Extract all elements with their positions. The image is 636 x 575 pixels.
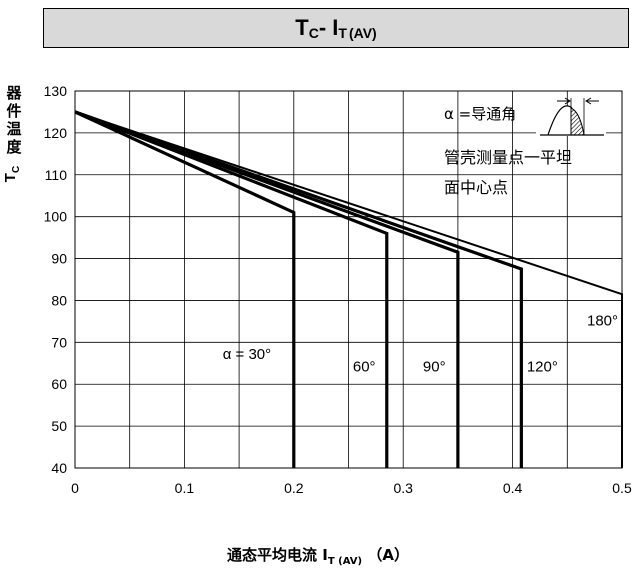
y-tick-label: 50 <box>51 418 67 434</box>
x-tick-label: 0.4 <box>503 480 523 496</box>
series-labels: α = 30° 60° 90° 120° 180° <box>223 313 618 376</box>
xlabel-unit: （A） <box>362 546 409 564</box>
x-tick-label: 0 <box>71 480 79 496</box>
title-sep: - I <box>318 15 339 40</box>
y-tick-label: 90 <box>51 251 67 267</box>
xlabel-text: 通态平均电流 I <box>227 546 328 564</box>
alpha-definition: α =导通角 <box>444 105 516 123</box>
title-main: T <box>295 15 309 40</box>
series-line-60deg <box>74 110 389 468</box>
y-tick-label: 40 <box>51 460 67 476</box>
y-tick-label: 60 <box>51 376 67 392</box>
series-label-60deg: 60° <box>353 359 376 376</box>
series-label-180deg: 180° <box>587 313 618 330</box>
y-axis-label: 器 件 温 度 TC <box>2 84 24 186</box>
y-tick-label: 70 <box>51 334 67 350</box>
title-sub-t: T <box>338 25 347 41</box>
series-line-90deg <box>74 110 460 468</box>
tick-labels: 40 50 60 70 80 90 100 110 120 130 0 0.1 0.2 0.3 0.4 0.5 <box>44 83 632 496</box>
y-tick-label: 100 <box>44 209 68 225</box>
x-tick-label: 0.3 <box>393 480 413 496</box>
chart-title-box: TC- IT (AV) <box>43 8 629 48</box>
y-tick-label: 110 <box>45 167 68 183</box>
x-tick-label: 0.1 <box>175 480 195 496</box>
y-tick-label: 130 <box>44 83 68 99</box>
ylabel-char-2: 件 <box>6 102 22 120</box>
title-sub-c: C <box>308 25 319 41</box>
x-tick-label: 0.5 <box>612 480 632 496</box>
series-group <box>74 110 623 468</box>
y-tick-label: 120 <box>44 125 68 141</box>
title-paren: (AV) <box>348 25 377 41</box>
inset-arrow-left <box>557 97 571 105</box>
note-line-1: 管壳测量点一平坦 <box>444 148 572 167</box>
xlabel-sub: T (AV) <box>327 556 363 567</box>
chart-title: TC- IT (AV) <box>295 15 376 41</box>
series-line-180deg <box>74 110 623 468</box>
series-line-120deg <box>74 110 523 468</box>
series-line-30deg <box>74 110 296 468</box>
ylabel-char-3: 温 <box>6 120 22 138</box>
inset-arrow-right <box>585 97 599 105</box>
x-tick-label: 0.2 <box>284 480 304 496</box>
inset-sine-wave <box>547 105 573 136</box>
note-line-2: 面中心点 <box>444 178 508 197</box>
x-axis-label: 通态平均电流 IT (AV) （A） <box>0 544 636 567</box>
waveform-inset <box>536 97 606 136</box>
y-tick-label: 80 <box>51 292 67 308</box>
series-label-30deg: α = 30° <box>223 346 271 363</box>
series-label-120deg: 120° <box>527 359 558 376</box>
ylabel-char-1: 器 <box>6 84 22 102</box>
ylabel-char-4: 度 <box>6 138 22 156</box>
series-label-90deg: 90° <box>423 359 446 376</box>
